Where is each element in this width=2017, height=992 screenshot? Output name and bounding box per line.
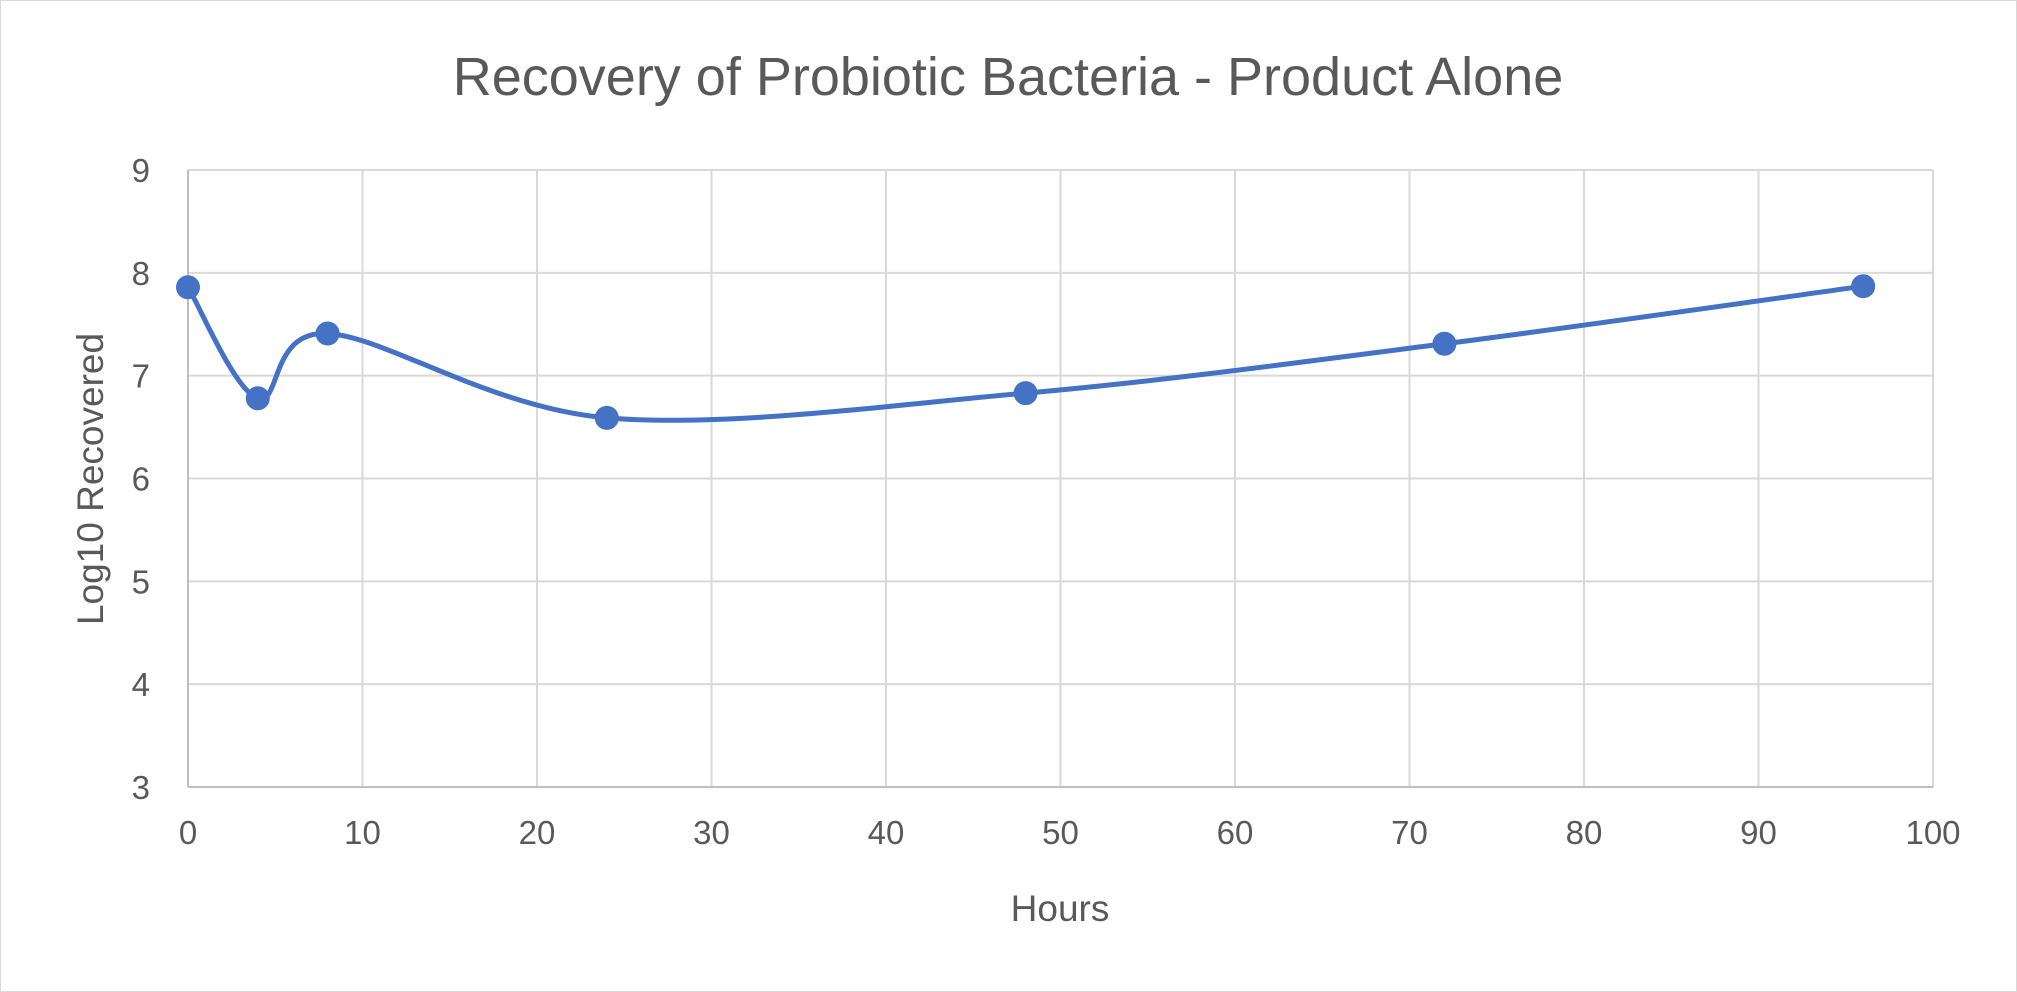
x-tick-label: 20 xyxy=(519,814,556,851)
x-tick-label: 70 xyxy=(1391,814,1428,851)
data-point xyxy=(176,275,200,300)
y-tick-label: 7 xyxy=(132,358,150,395)
y-tick-label: 8 xyxy=(132,255,150,292)
y-tick-label: 3 xyxy=(132,769,150,806)
data-point xyxy=(1851,274,1876,299)
data-point xyxy=(245,386,270,411)
y-tick-label: 5 xyxy=(132,563,150,600)
data-point xyxy=(1432,331,1457,356)
data-point xyxy=(315,321,340,346)
data-point xyxy=(594,405,619,430)
x-tick-label: 100 xyxy=(1905,814,1960,851)
y-tick-label: 9 xyxy=(132,152,150,189)
series-line xyxy=(185,283,1866,423)
x-tick-label: 30 xyxy=(693,814,730,851)
x-tick-label: 90 xyxy=(1740,814,1777,851)
data-point xyxy=(1013,381,1038,406)
x-axis-label: Hours xyxy=(1011,888,1110,929)
x-tick-label: 10 xyxy=(344,814,381,851)
axis-layer xyxy=(187,170,1933,788)
y-tick-label: 6 xyxy=(132,461,150,498)
series-layer xyxy=(176,274,1876,430)
x-tick-label: 0 xyxy=(179,814,197,851)
x-tick-label: 50 xyxy=(1042,814,1079,851)
grid-layer xyxy=(188,169,1934,787)
x-tick-label: 40 xyxy=(868,814,905,851)
chart-title: Recovery of Probiotic Bacteria - Product… xyxy=(453,47,1564,107)
x-tick-label: 60 xyxy=(1217,814,1254,851)
x-tick-label: 80 xyxy=(1566,814,1603,851)
y-tick-label: 4 xyxy=(132,666,150,703)
y-axis-label: Log10 Recovered xyxy=(70,333,111,625)
